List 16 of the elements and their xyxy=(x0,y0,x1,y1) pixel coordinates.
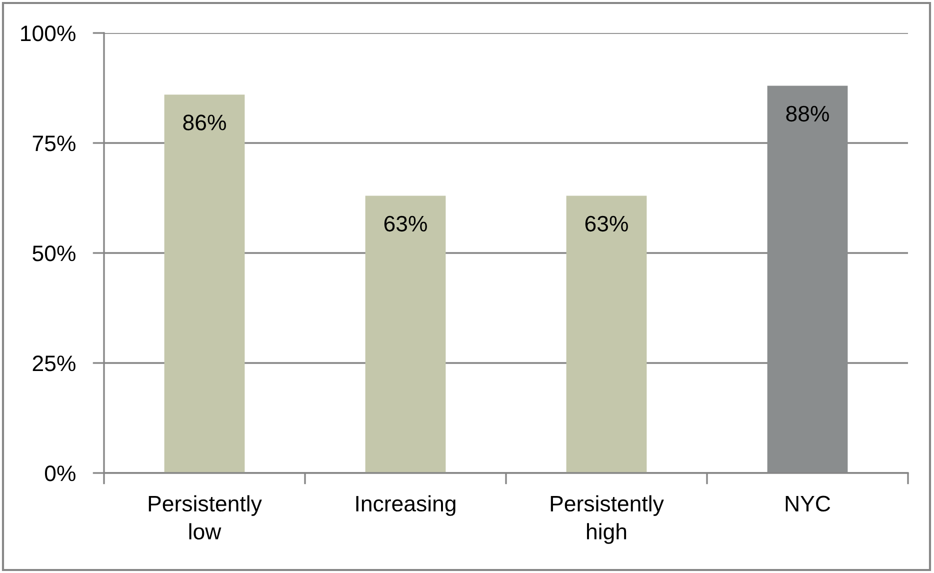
data-label: 63% xyxy=(585,216,628,232)
x-tick-label: Persistently high xyxy=(550,495,664,544)
bar xyxy=(365,196,446,473)
data-label: 63% xyxy=(384,216,427,232)
y-tick-label: 100% xyxy=(21,26,76,42)
y-tick-label: 75% xyxy=(32,136,76,152)
x-tick-label: NYC xyxy=(786,496,830,512)
y-tick-label: 25% xyxy=(32,356,76,372)
y-tick-label: 0% xyxy=(44,466,76,482)
x-tick-label: Increasing xyxy=(356,495,456,516)
bar xyxy=(164,94,245,473)
y-tick-label: 50% xyxy=(32,246,76,262)
bar xyxy=(566,196,647,473)
data-label: 88% xyxy=(786,106,829,122)
data-label: 86% xyxy=(183,114,226,130)
x-tick-label: Persistently low xyxy=(148,495,262,540)
